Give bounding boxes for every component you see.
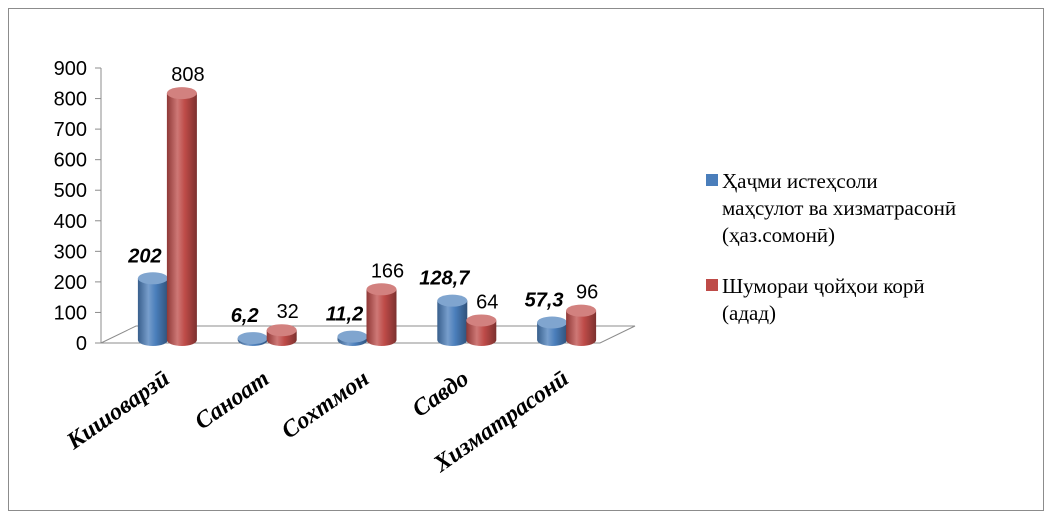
y-tick-label: 200 — [54, 272, 87, 294]
y-tick-label: 700 — [54, 119, 87, 141]
data-labels: 202 6,2 11,2 128,7 57,3 808 32 166 64 96 — [127, 64, 598, 327]
bar-1-3 — [466, 314, 497, 346]
bar-0-3 — [437, 294, 468, 346]
bars — [137, 87, 597, 346]
legend-swatch-1 — [706, 279, 718, 291]
bar-0-1 — [237, 332, 268, 346]
legend: Ҳаҷми истеҳсоли маҳсулот ва хизматрасонӣ (… — [706, 169, 956, 325]
data-label: 64 — [476, 291, 498, 313]
data-label: 6,2 — [231, 305, 259, 327]
bar-top — [266, 324, 297, 337]
y-tick-label: 100 — [54, 302, 87, 324]
x-tick-label: Савдо — [408, 366, 474, 423]
bar-1-2 — [366, 283, 397, 346]
bar-0-4 — [537, 316, 568, 346]
bar-body — [366, 289, 397, 346]
bar-top — [337, 330, 368, 343]
y-tick-label: 900 — [54, 58, 87, 80]
y-tick-label: 800 — [54, 89, 87, 111]
y-tick-label: 0 — [76, 333, 87, 355]
y-tick-label: 500 — [54, 180, 87, 202]
bar-body — [437, 300, 468, 346]
legend-entry-line: маҳсулот ва хизматрасонӣ — [722, 196, 956, 220]
legend-entry-line: (адад) — [722, 301, 776, 325]
axes: 0 100 200 300 400 500 600 700 800 900 Кишоварзӣ Сан… — [54, 58, 636, 478]
bar-top — [466, 314, 497, 327]
bar-0-2 — [337, 330, 368, 346]
bar-top — [437, 294, 468, 307]
x-tick-label: Сохтмон — [277, 366, 374, 445]
bar-1-0 — [166, 87, 197, 346]
legend-entry-line: (ҳаз.сомонӣ) — [722, 223, 835, 247]
bar-body — [166, 93, 197, 346]
data-label: 808 — [171, 64, 204, 86]
data-label: 166 — [371, 260, 404, 282]
bar-0-0 — [137, 272, 168, 346]
bar-1-4 — [566, 304, 597, 346]
data-label: 202 — [127, 245, 161, 267]
x-tick-label: Кишоварзӣ — [61, 366, 174, 456]
data-label: 57,3 — [525, 289, 564, 311]
y-tick-label: 400 — [54, 211, 87, 233]
chart-floor — [100, 325, 636, 344]
legend-entry-line: Ҳаҷми истеҳсоли — [722, 169, 878, 193]
bar-body — [466, 320, 497, 346]
x-tick-label: Саноат — [190, 366, 274, 436]
y-tick-label: 600 — [54, 150, 87, 172]
bar-top — [566, 304, 597, 317]
data-label: 11,2 — [326, 304, 363, 326]
bar-body — [137, 278, 168, 346]
legend-swatch-0 — [706, 174, 718, 186]
legend-entry-line: Шумораи ҷойҳои корӣ — [722, 274, 925, 298]
bar-body — [566, 310, 597, 346]
bar-top — [166, 87, 197, 100]
bar-top — [366, 283, 397, 296]
data-label: 96 — [576, 282, 598, 304]
bar-body — [537, 322, 568, 346]
bar-top — [537, 316, 568, 329]
data-label: 128,7 — [419, 268, 470, 290]
data-label: 32 — [277, 301, 299, 323]
bar-top — [137, 272, 168, 285]
bar-top — [237, 332, 268, 345]
y-tick-label: 300 — [54, 241, 87, 263]
bar-1-1 — [266, 324, 297, 346]
